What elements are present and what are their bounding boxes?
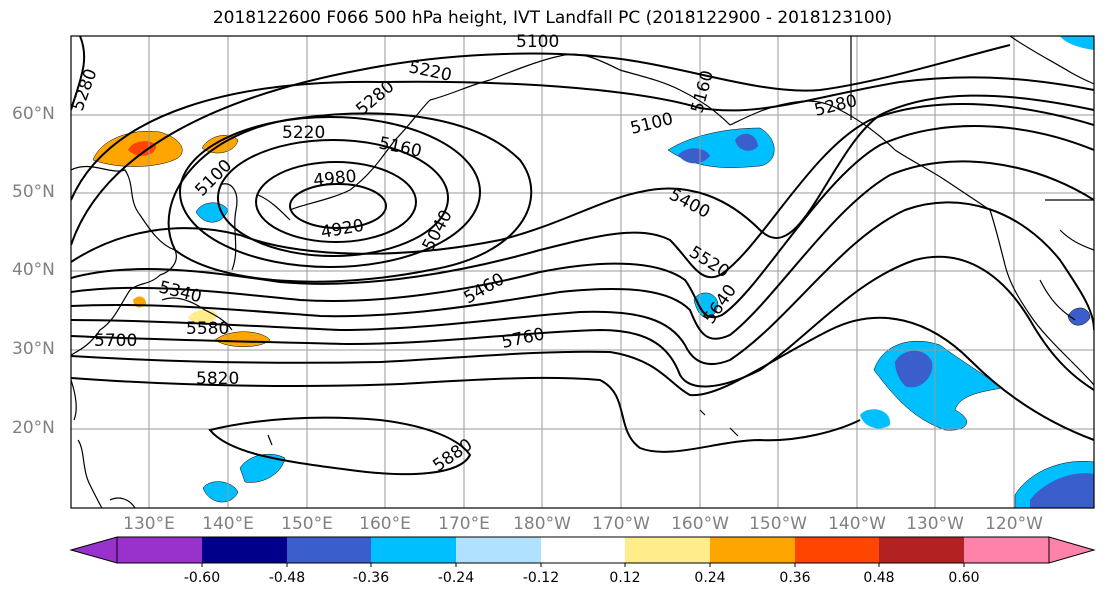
contour-label: 5160 — [377, 133, 423, 162]
longitude-label: 170°W — [592, 514, 650, 534]
contour-label: 4980 — [312, 167, 357, 191]
longitude-label: 150°W — [749, 514, 807, 534]
ivt-negative-region — [239, 453, 286, 483]
ivt-negative-region — [1060, 36, 1094, 50]
longitude-label: 130°E — [123, 514, 175, 534]
ivt-negative-region — [860, 409, 891, 429]
ivt-negative-region — [195, 202, 229, 223]
longitude-label: 130°W — [906, 514, 964, 534]
latitude-label: 20°N — [12, 418, 55, 438]
colorbar-segment — [117, 537, 202, 563]
colorbar-segment — [710, 537, 795, 563]
colorbar-segment — [456, 537, 541, 563]
ivt-negative-region — [202, 481, 239, 503]
colorbar-tick-label: 0.60 — [948, 570, 980, 586]
contour-label: 5100 — [516, 32, 559, 52]
ivt-negative-core — [895, 350, 933, 388]
contour-label: 5760 — [500, 324, 546, 353]
ivt-negative-region — [873, 341, 1003, 431]
longitude-label: 170°E — [438, 514, 490, 534]
colorbar-tick-label: 0.12 — [609, 570, 641, 586]
contour-label: 5100 — [628, 109, 675, 139]
latitude-label: 50°N — [12, 182, 55, 202]
colorbar-segment — [964, 537, 1049, 563]
colorbar-extend-high — [1048, 536, 1096, 564]
ivt-negative-core — [1030, 473, 1094, 508]
ivt-negative-region — [667, 127, 775, 168]
ivt-shading — [92, 36, 1094, 508]
latitude-label: 40°N — [12, 260, 55, 280]
colorbar-tick-label: 0.48 — [863, 570, 895, 586]
contour-label: 5340 — [157, 277, 204, 307]
contour-label: 5220 — [282, 123, 325, 143]
colorbar-tick-label: -0.48 — [268, 570, 306, 586]
longitude-label: 140°W — [828, 514, 886, 534]
ivt-negative-core — [735, 133, 758, 151]
graticule — [71, 36, 1094, 508]
colorbar-segment — [541, 537, 625, 563]
contour-label: 5580 — [186, 319, 229, 339]
contour-label: 5820 — [196, 369, 239, 389]
ivt-negative-region — [1067, 307, 1091, 326]
colorbar-segment — [202, 537, 287, 563]
colorbar-segment — [287, 537, 371, 563]
contour-label: 5160 — [688, 68, 719, 115]
colorbar-segment — [795, 537, 879, 563]
ivt-positive-region — [214, 331, 271, 347]
contour-label: 4920 — [319, 216, 365, 243]
latitude-label: 60°N — [12, 104, 55, 124]
longitude-label: 160°E — [359, 514, 411, 534]
latitude-label: 30°N — [12, 339, 55, 359]
contour-label: 5700 — [94, 331, 137, 351]
contour-label: 5280 — [68, 66, 102, 113]
colorbar-segment — [625, 537, 710, 563]
colorbar-tick-label: -0.60 — [183, 570, 221, 586]
colorbar-tick-label: -0.12 — [522, 570, 560, 586]
map-title: 2018122600 F066 500 hPa height, IVT Land… — [212, 8, 893, 28]
height-contours — [71, 36, 1094, 476]
longitude-label: 120°W — [985, 514, 1043, 534]
colorbar-segment — [371, 537, 456, 563]
ivt-negative-core — [678, 148, 710, 164]
colorbar-tick-label: -0.36 — [352, 570, 390, 586]
contour-label: 5460 — [461, 269, 508, 308]
longitude-label: 140°E — [202, 514, 254, 534]
colorbar — [69, 536, 1096, 567]
colorbar-tick-label: -0.24 — [437, 570, 475, 586]
colorbar-segment — [879, 537, 964, 563]
colorbar-extend-low — [69, 536, 118, 564]
longitude-label: 180°W — [513, 514, 571, 534]
colorbar-tick-label: 0.36 — [779, 570, 811, 586]
longitude-label: 150°E — [281, 514, 333, 534]
colorbar-tick-label: 0.24 — [694, 570, 726, 586]
plot-frame — [70, 35, 1095, 509]
longitude-label: 160°W — [671, 514, 729, 534]
